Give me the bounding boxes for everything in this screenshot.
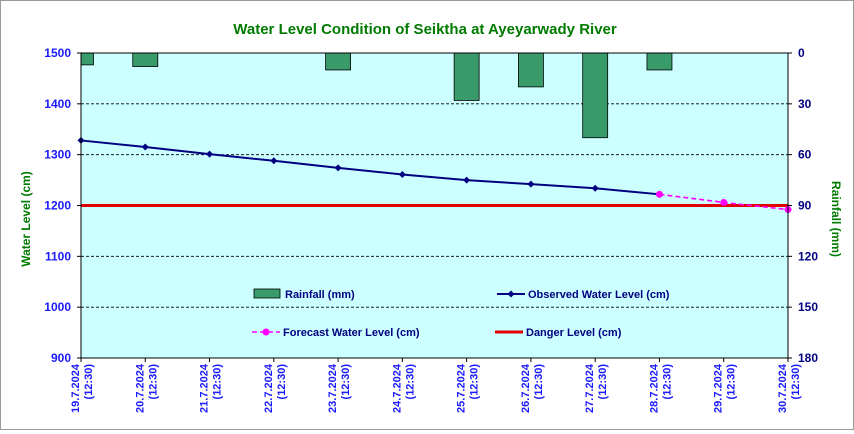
x-tick-label: 24.7.2024 (12:30) [391, 363, 416, 413]
x-tick-label: 23.7.2024 (12:30) [327, 363, 352, 413]
y-tick-label: 1500 [44, 46, 71, 60]
y2-axis-title: Rainfall (mm) [829, 181, 843, 257]
x-tick-date: 27.7.2024 [584, 363, 596, 413]
x-tick-time: (12:30) [212, 364, 224, 400]
x-tick-date: 24.7.2024 [391, 363, 403, 413]
x-tick-label: 22.7.2024 (12:30) [263, 363, 288, 413]
observed-point [527, 180, 535, 188]
x-tick-date: 22.7.2024 [263, 363, 275, 413]
legend-forecast-marker [262, 328, 270, 336]
x-tick-time: (12:30) [83, 364, 95, 400]
legend-rainfall-swatch [253, 288, 281, 299]
x-tick-label: 20.7.2024 (12:30) [134, 363, 159, 413]
rainfall-bar [325, 52, 351, 71]
y-tick-label: 900 [51, 351, 71, 365]
legend-observed-marker [507, 290, 515, 298]
x-tick-date: 30.7.2024 [777, 363, 789, 413]
x-tick-date: 21.7.2024 [199, 363, 211, 413]
y2-tick-label: 60 [798, 148, 812, 162]
x-tick-time: (12:30) [726, 364, 738, 400]
observed-point [463, 176, 471, 184]
x-tick-time: (12:30) [533, 364, 545, 400]
x-tick-time: (12:30) [276, 364, 288, 400]
observed-point [591, 184, 599, 192]
x-tick-date: 20.7.2024 [134, 363, 146, 413]
y2-tick-label: 90 [798, 199, 812, 213]
legend-label: Observed Water Level (cm) [528, 289, 670, 301]
y2-tick-label: 30 [798, 97, 812, 111]
y2-tick-label: 0 [798, 46, 805, 60]
observed-point [398, 170, 406, 178]
chart-title: Water Level Condition of Seiktha at Ayey… [233, 21, 617, 38]
rainfall-bar [453, 52, 480, 101]
x-tick-label: 29.7.2024 (12:30) [713, 363, 738, 413]
x-tick-time: (12:30) [661, 364, 673, 400]
x-tick-time: (12:30) [469, 364, 481, 400]
x-tick-time: (12:30) [340, 364, 352, 400]
x-tick-time: (12:30) [597, 364, 609, 400]
x-tick-label: 25.7.2024 (12:30) [456, 363, 481, 413]
rainfall-bar [582, 52, 609, 139]
y2-tick-label: 180 [798, 351, 818, 365]
rainfall-bar [518, 52, 544, 88]
x-tick-label: 27.7.2024 (12:30) [584, 363, 609, 413]
observed-point [334, 164, 342, 172]
forecast-point [655, 190, 663, 198]
forecast-point [720, 198, 728, 206]
x-tick-time: (12:30) [147, 364, 159, 400]
observed-point [206, 150, 214, 158]
y2-tick-label: 150 [798, 300, 818, 314]
x-tick-label: 28.7.2024 (12:30) [648, 363, 673, 413]
x-tick-label: 19.7.2024 (12:30) [70, 363, 95, 413]
x-tick-label: 26.7.2024 (12:30) [520, 363, 545, 413]
rainfall-bar [646, 52, 673, 71]
rainfall-bar [132, 52, 159, 67]
rainfall-bar [80, 52, 94, 66]
x-tick-date: 29.7.2024 [713, 363, 725, 413]
y-tick-label: 1100 [45, 249, 71, 263]
x-tick-date: 28.7.2024 [648, 363, 660, 413]
y-axis-title: Water Level (cm) [19, 171, 33, 267]
x-tick-date: 23.7.2024 [327, 363, 339, 413]
x-tick-date: 25.7.2024 [456, 363, 468, 413]
x-tick-date: 26.7.2024 [520, 363, 532, 413]
observed-point [270, 157, 278, 165]
y-tick-label: 1400 [44, 97, 71, 111]
observed-point [141, 143, 149, 151]
y2-tick-label: 120 [798, 249, 818, 263]
x-tick-date: 19.7.2024 [70, 363, 82, 413]
y-tick-label: 1200 [44, 199, 71, 213]
y-tick-label: 1300 [44, 148, 71, 162]
x-tick-label: 30.7.2024 (12:30) [777, 363, 802, 413]
legend-label: Danger Level (cm) [526, 327, 622, 339]
legend-label: Rainfall (mm) [285, 289, 355, 301]
y-tick-label: 1000 [44, 300, 71, 314]
x-tick-label: 21.7.2024 (12:30) [199, 363, 224, 413]
x-tick-time: (12:30) [404, 364, 416, 400]
x-tick-time: (12:30) [790, 364, 802, 400]
observed-water-level-line [80, 139, 660, 196]
legend-label: Forecast Water Level (cm) [283, 327, 420, 339]
